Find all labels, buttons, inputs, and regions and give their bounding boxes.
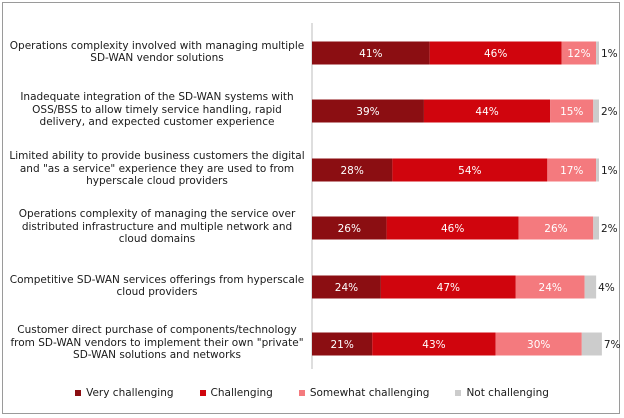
data-label: 30% xyxy=(527,339,550,351)
category-label: Customer direct purchase of components/t… xyxy=(9,324,305,362)
category-label-line: SD-WAN vendor solutions xyxy=(90,52,224,64)
bar-segment xyxy=(515,275,585,299)
data-label: 2% xyxy=(601,223,618,235)
data-label: 2% xyxy=(601,106,618,118)
bar-segment xyxy=(547,158,597,182)
data-label: 17% xyxy=(560,165,583,177)
legend-item: Somewhat challenging xyxy=(298,387,430,399)
legend-swatch xyxy=(199,390,206,396)
data-label: 46% xyxy=(484,48,507,60)
legend-item: Very challenging xyxy=(75,387,174,399)
data-label: 46% xyxy=(441,223,464,235)
data-label: 39% xyxy=(356,106,379,118)
data-label: 44% xyxy=(475,106,498,118)
bar-segment xyxy=(312,158,393,182)
data-label: 41% xyxy=(359,48,382,60)
bar-segment xyxy=(596,41,599,65)
category-label-line: Operations complexity of managing the se… xyxy=(18,208,296,221)
data-label: 43% xyxy=(422,339,445,351)
legend-label: Not challenging xyxy=(466,387,549,399)
category-label-line: hyperscale cloud providers xyxy=(86,175,228,188)
category-label-line: cloud domains xyxy=(118,233,196,246)
bar-segment xyxy=(593,216,599,240)
data-label: 47% xyxy=(437,282,460,294)
category-label-line: OSS/BSS to allow timely service handling… xyxy=(32,103,282,116)
data-label: 1% xyxy=(601,48,618,60)
legend-label: Challenging xyxy=(210,387,273,399)
legend-swatch xyxy=(298,390,305,396)
bar-segment xyxy=(312,216,387,240)
data-label: 7% xyxy=(604,339,621,351)
bar-segment xyxy=(423,99,551,123)
legend-swatch xyxy=(455,390,462,396)
bar-segment xyxy=(386,216,519,240)
bar-segment xyxy=(518,216,594,240)
data-label: 15% xyxy=(560,106,583,118)
category-label-line: Operations complexity involved with mana… xyxy=(9,39,305,52)
bar-segment xyxy=(312,41,430,65)
category-label-line: from SD-WAN vendors to implement their o… xyxy=(10,336,304,349)
category-label-line: Customer direct purchase of components/t… xyxy=(17,324,297,337)
category-label-line: delivery, and expected customer experien… xyxy=(39,116,275,129)
legend-label: Very challenging xyxy=(86,387,174,399)
bar-segment xyxy=(312,99,424,123)
legend-item: Not challenging xyxy=(455,387,549,399)
bar-segment xyxy=(550,99,594,123)
data-label: 12% xyxy=(567,48,590,60)
bar-segment xyxy=(380,275,516,299)
category-label-line: Competitive SD-WAN services offerings fr… xyxy=(9,273,305,286)
bar-segment xyxy=(392,158,548,182)
data-label: 26% xyxy=(544,223,567,235)
chart-frame: Operations complexity involved with mana… xyxy=(2,2,621,414)
data-label: 54% xyxy=(458,165,481,177)
category-label: Operations complexity of managing the se… xyxy=(9,208,305,246)
category-label-line: Inadequate integration of the SD-WAN sys… xyxy=(20,91,294,104)
data-label: 1% xyxy=(601,165,618,177)
bar-segment xyxy=(581,332,602,356)
data-label: 21% xyxy=(330,339,353,351)
bar-segment xyxy=(495,332,582,356)
legend-label: Somewhat challenging xyxy=(309,387,430,399)
category-label: Operations complexity involved with mana… xyxy=(9,40,305,65)
data-label: 4% xyxy=(598,282,615,294)
category-label-line: Limited ability to provide business cust… xyxy=(9,150,305,163)
category-label-line: cloud providers xyxy=(116,286,198,298)
data-label: 28% xyxy=(341,165,364,177)
bar-segment xyxy=(312,332,373,356)
category-label-line: and "as a service" experience they are u… xyxy=(19,162,295,175)
data-label: 26% xyxy=(338,223,361,235)
category-label: Inadequate integration of the SD-WAN sys… xyxy=(9,91,305,129)
legend: Very challenging Challenging Somewhat chal… xyxy=(3,387,621,399)
data-label: 24% xyxy=(335,282,358,294)
bar-segment xyxy=(561,41,597,65)
bar-segment xyxy=(584,275,597,299)
category-label: Competitive SD-WAN services offerings fr… xyxy=(9,274,305,299)
stacked-bar-chart: 41% 46% 12% 1% 39% 44% 15% 2% 28% 54% 17% 1% 26% 46% 2… xyxy=(311,23,621,369)
bar-segment xyxy=(593,99,599,123)
bar-segment xyxy=(429,41,562,65)
bar-segment xyxy=(372,332,496,356)
legend-item: Challenging xyxy=(199,387,273,399)
bar-segment xyxy=(312,275,381,299)
category-label: Limited ability to provide business cust… xyxy=(9,150,305,188)
category-label-line: SD-WAN solutions and networks xyxy=(73,349,241,362)
data-label: 24% xyxy=(539,282,562,294)
category-label-line: distributed infrastructure and multiple … xyxy=(21,220,293,233)
bar-segment xyxy=(596,158,599,182)
legend-swatch xyxy=(75,390,82,396)
